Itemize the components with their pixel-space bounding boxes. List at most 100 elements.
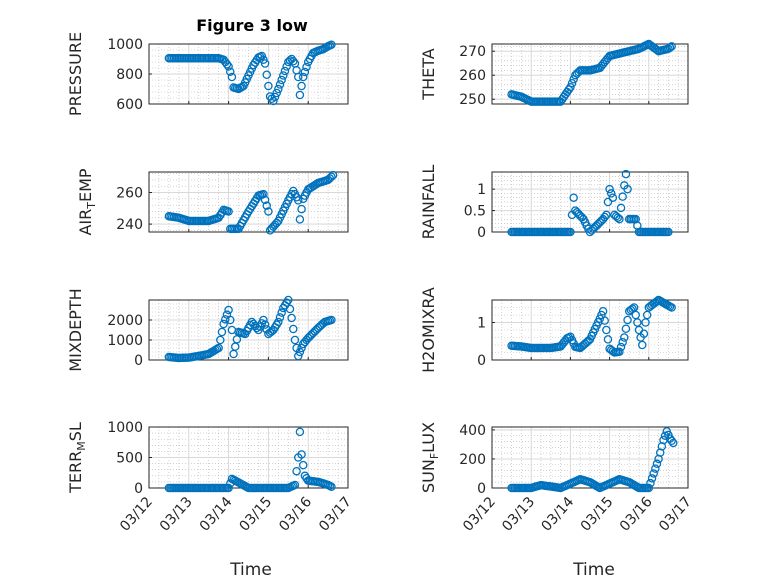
y-tick-label: 270: [459, 44, 486, 60]
data-point: [564, 85, 574, 94]
data-point: [667, 303, 676, 312]
data-point: [638, 340, 647, 350]
data-point: [646, 478, 655, 488]
x-tick-label: 03/13: [499, 494, 538, 535]
data-point: [270, 92, 280, 102]
data-point: [262, 70, 271, 80]
data-point: [297, 81, 306, 91]
data-point: [212, 344, 222, 354]
data-point: [260, 59, 270, 68]
data-point: [292, 466, 301, 476]
series-mixdepth: [164, 295, 336, 363]
data-point: [222, 60, 232, 69]
data-point: [295, 215, 305, 224]
data-point: [620, 333, 629, 342]
x-axis-label-right: Time: [572, 560, 615, 580]
y-tick-label: 260: [116, 186, 143, 202]
data-point: [289, 57, 298, 66]
data-point: [566, 227, 575, 237]
y-axis-label: TERRMSL: [66, 422, 88, 494]
data-point: [615, 347, 624, 356]
data-point: [295, 347, 305, 357]
y-tick-label: 400: [459, 423, 486, 439]
y-tick-label: 1000: [107, 420, 143, 436]
series-rainfall: [507, 169, 673, 237]
data-point: [616, 342, 626, 352]
axes-frame: [148, 299, 349, 361]
data-point: [651, 464, 660, 473]
data-point: [219, 319, 228, 329]
data-point: [302, 62, 311, 72]
y-tick-label: 2000: [107, 313, 143, 329]
data-point: [274, 317, 283, 327]
data-point: [279, 71, 288, 80]
data-point: [297, 204, 306, 214]
data-point: [269, 96, 278, 106]
y-tick-label: 0: [477, 481, 486, 497]
panel-sun-flux: 0 200 400 SUNFLUX 03/12 03/13 03/14 03/15 03/16 0…: [419, 422, 695, 535]
data-point: [621, 324, 631, 333]
data-point: [264, 81, 273, 91]
data-point: [277, 75, 286, 85]
data-point: [667, 42, 676, 51]
x-tick-label: 03/14: [538, 494, 577, 535]
data-point: [289, 324, 298, 334]
data-point: [287, 313, 296, 323]
data-point: [224, 62, 233, 71]
data-point: [297, 450, 306, 459]
data-point: [644, 483, 654, 493]
x-tick-label: 03/14: [197, 494, 236, 535]
data-point: [224, 207, 233, 216]
axes-frame: [148, 171, 349, 233]
data-point: [328, 170, 338, 180]
y-tick-label: 1: [477, 182, 486, 198]
data-point: [280, 66, 290, 76]
data-point: [295, 90, 305, 100]
data-point: [216, 335, 225, 345]
data-point: [260, 320, 270, 329]
data-point: [284, 295, 293, 305]
y-tick-label: 600: [116, 97, 143, 113]
data-point: [293, 72, 303, 82]
data-point: [621, 169, 631, 179]
data-point: [566, 82, 575, 92]
data-point: [602, 325, 611, 335]
y-axis-label: RAINFALL: [419, 165, 438, 240]
y-axis-label: PRESSURE: [66, 32, 85, 116]
y-tick-label: 0: [477, 225, 486, 241]
data-point: [618, 337, 627, 347]
y-tick-label: 250: [459, 92, 486, 108]
y-tick-label: 200: [459, 452, 486, 468]
y-tick-label: 0: [477, 353, 486, 369]
y-tick-label: 500: [116, 451, 143, 467]
y-axis-label: SUNFLUX: [419, 422, 441, 493]
series-sun-flux: [507, 427, 678, 493]
series-theta: [507, 39, 676, 106]
data-point: [615, 214, 624, 224]
data-point: [600, 316, 609, 325]
y-tick-label: 800: [116, 67, 143, 83]
data-point: [605, 184, 614, 194]
data-point: [293, 196, 303, 205]
data-point: [327, 40, 336, 50]
data-point: [608, 193, 618, 202]
data-point: [647, 474, 657, 483]
panel-pressure: 600 800 1000 PRESSURE: [66, 32, 349, 116]
data-point: [639, 329, 649, 338]
panel-mixdepth: 0 1000 2000 MIXDEPTH: [66, 288, 349, 372]
data-point: [290, 480, 300, 490]
data-point: [327, 482, 336, 492]
data-point: [275, 313, 285, 322]
data-point: [226, 67, 235, 77]
y-tick-label: 1000: [107, 37, 143, 53]
series-h2omixra: [507, 295, 676, 357]
x-tick-label: 03/17: [316, 494, 355, 535]
x-tick-label: 03/16: [276, 494, 315, 535]
data-point: [600, 212, 609, 222]
data-point: [603, 335, 613, 344]
data-point: [295, 427, 305, 437]
data-point: [327, 315, 336, 325]
data-point: [259, 315, 268, 325]
data-point: [664, 227, 673, 237]
